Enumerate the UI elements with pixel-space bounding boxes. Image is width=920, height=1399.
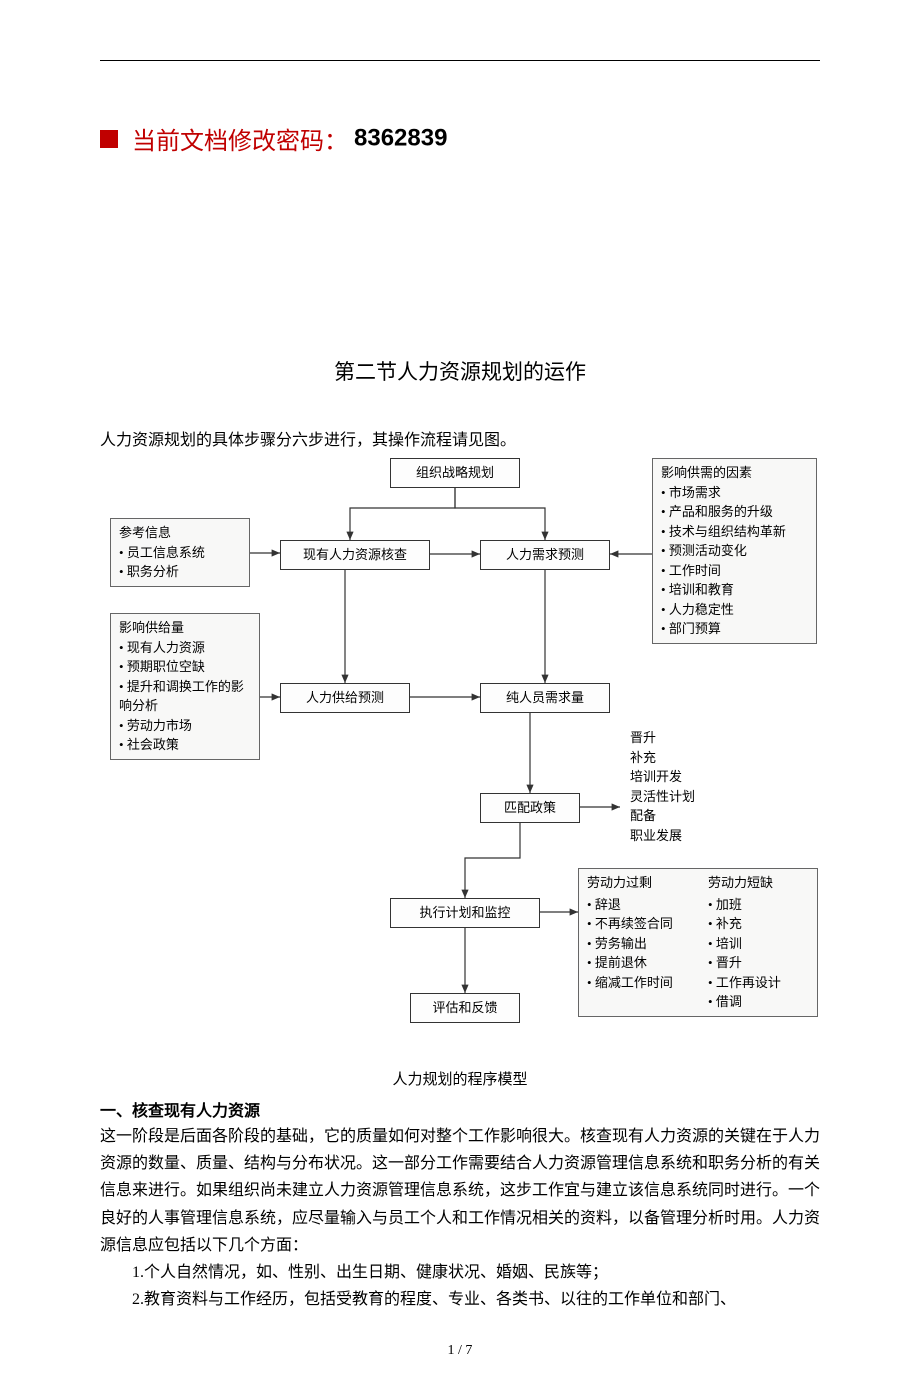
list-item: 补充 — [708, 914, 809, 934]
list-item: 提前退休 — [587, 953, 688, 973]
list-item: 灵活性计划 — [630, 787, 695, 807]
list-item: 工作时间 — [661, 561, 808, 581]
list-item: 不再续签合同 — [587, 914, 688, 934]
node-demand: 人力需求预测 — [480, 540, 610, 570]
password-prefix: 当前文档修改密码： — [132, 129, 348, 155]
list-item: 预测活动变化 — [661, 541, 808, 561]
box-supply-title: 影响供给量 — [119, 618, 251, 638]
list-item: 市场需求 — [661, 483, 808, 503]
list-policy-outputs: 晋升 补充 培训开发 灵活性计划 配备 职业发展 — [630, 728, 695, 845]
list-item: 培训和教育 — [661, 580, 808, 600]
box-supply-factors: 影响供给量 现有人力资源 预期职位空缺 提升和调换工作的影响分析 劳动力市场 社… — [110, 613, 260, 760]
list-item: 晋升 — [708, 953, 809, 973]
list-item: 现有人力资源 — [119, 638, 251, 658]
list-item: 职务分析 — [119, 562, 241, 582]
node-strategy: 组织战略规划 — [390, 458, 520, 488]
flowchart: 组织战略规划 现有人力资源核查 人力需求预测 人力供给预测 纯人员需求量 匹配政… — [100, 458, 820, 1058]
box-reference-title: 参考信息 — [119, 523, 241, 543]
flowchart-caption: 人力规划的程序模型 — [100, 1068, 820, 1089]
list-item: 产品和服务的升级 — [661, 502, 808, 522]
list-item: 辞退 — [587, 895, 688, 915]
list-1: 1.个人自然情况，如、性别、出生日期、健康状况、婚姻、民族等； 2.教育资料与工… — [100, 1259, 820, 1313]
col-shortage: 劳动力短缺 加班 补充 培训 晋升 工作再设计 借调 — [708, 873, 809, 1012]
col-surplus-title: 劳动力过剩 — [587, 873, 688, 893]
password-line: 当前文档修改密码： 8362839 — [100, 121, 820, 156]
list-item: 培训开发 — [630, 767, 695, 787]
list-item: 工作再设计 — [708, 973, 809, 993]
node-policy: 匹配政策 — [480, 793, 580, 823]
heading-1: 一、核查现有人力资源 — [100, 1097, 820, 1121]
list-item: 补充 — [630, 748, 695, 768]
node-exec: 执行计划和监控 — [390, 898, 540, 928]
node-supply: 人力供给预测 — [280, 683, 410, 713]
list-item: 社会政策 — [119, 735, 251, 755]
list-item: 1.个人自然情况，如、性别、出生日期、健康状况、婚姻、民族等； — [100, 1259, 820, 1286]
col-surplus: 劳动力过剩 辞退 不再续签合同 劳务输出 提前退休 缩减工作时间 — [587, 873, 688, 1012]
box-demand-title: 影响供需的因素 — [661, 463, 808, 483]
box-reference-info: 参考信息 员工信息系统 职务分析 — [110, 518, 250, 587]
node-audit: 现有人力资源核查 — [280, 540, 430, 570]
list-item: 员工信息系统 — [119, 543, 241, 563]
list-item: 劳动力市场 — [119, 716, 251, 736]
list-item: 职业发展 — [630, 826, 695, 846]
node-feedback: 评估和反馈 — [410, 993, 520, 1023]
list-item: 预期职位空缺 — [119, 657, 251, 677]
list-item: 培训 — [708, 934, 809, 954]
paragraph-1: 这一阶段是后面各阶段的基础，它的质量如何对整个工作影响很大。核查现有人力资源的关… — [100, 1123, 820, 1259]
list-item: 提升和调换工作的影响分析 — [119, 677, 251, 716]
box-results: 劳动力过剩 辞退 不再续签合同 劳务输出 提前退休 缩减工作时间 劳动力短缺 加… — [578, 868, 818, 1017]
list-item: 2.教育资料与工作经历，包括受教育的程度、专业、各类书、以往的工作单位和部门、 — [100, 1286, 820, 1313]
list-item: 部门预算 — [661, 619, 808, 639]
list-item: 人力稳定性 — [661, 600, 808, 620]
red-bullet-icon — [100, 130, 118, 148]
list-item: 配备 — [630, 806, 695, 826]
intro-text: 人力资源规划的具体步骤分六步进行，其操作流程请见图。 — [100, 426, 820, 450]
section-title: 第二节人力资源规划的运作 — [100, 356, 820, 386]
list-item: 借调 — [708, 992, 809, 1012]
list-item: 晋升 — [630, 728, 695, 748]
box-demand-factors: 影响供需的因素 市场需求 产品和服务的升级 技术与组织结构革新 预测活动变化 工… — [652, 458, 817, 644]
password-number: 8362839 — [354, 125, 447, 152]
page-number: 1 / 7 — [100, 1343, 820, 1359]
list-item: 缩减工作时间 — [587, 973, 688, 993]
node-net: 纯人员需求量 — [480, 683, 610, 713]
list-item: 劳务输出 — [587, 934, 688, 954]
col-shortage-title: 劳动力短缺 — [708, 873, 809, 893]
list-item: 加班 — [708, 895, 809, 915]
list-item: 技术与组织结构革新 — [661, 522, 808, 542]
